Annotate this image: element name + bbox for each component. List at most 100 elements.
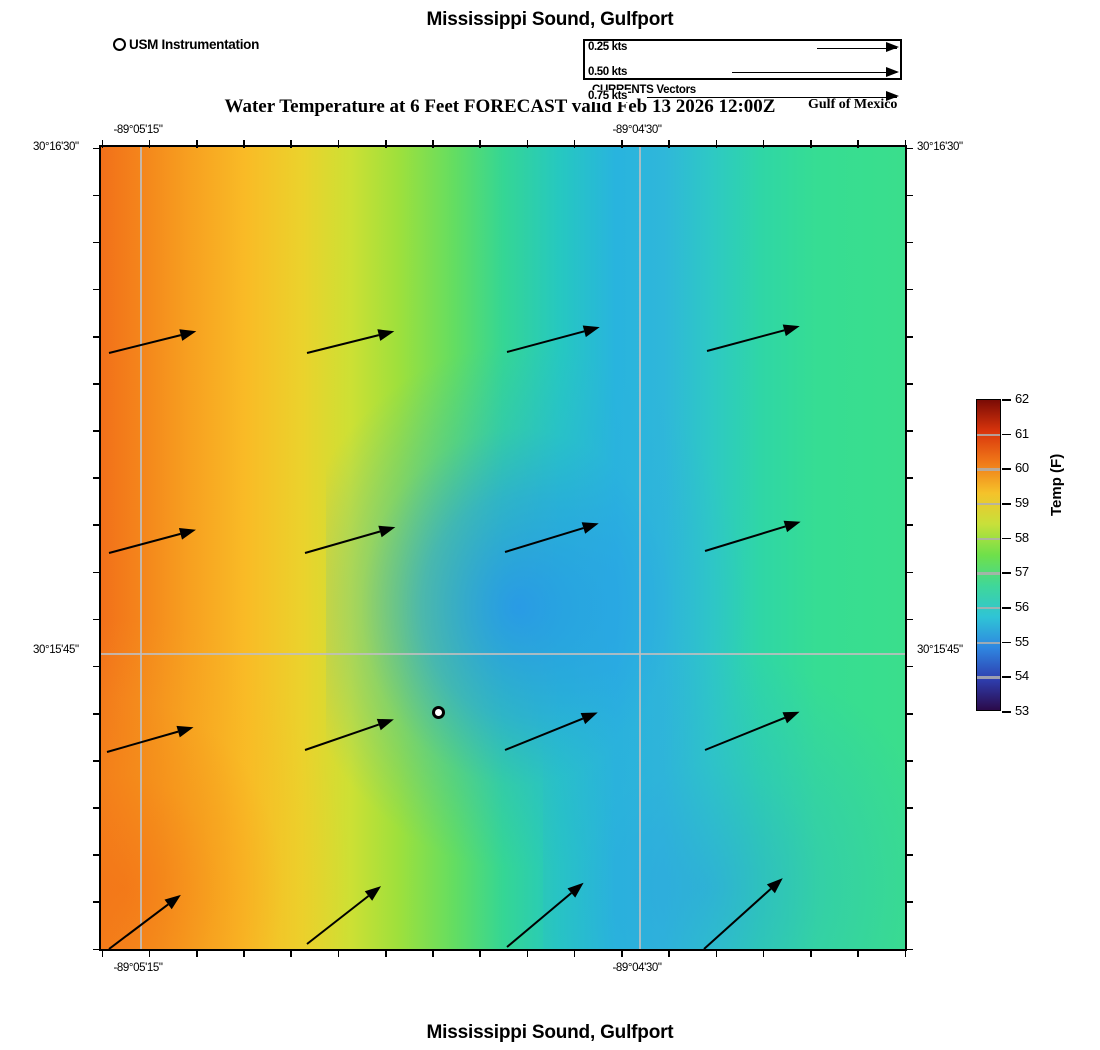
axis-tick-right [904, 383, 913, 385]
axis-tick-bottom [384, 948, 387, 957]
axis-tick-right [904, 665, 913, 668]
colorbar-tick-label: 54 [1015, 668, 1029, 684]
axis-label-right: 30°16'30" [917, 141, 963, 153]
axis-tick-left [92, 854, 101, 856]
currents-scale-label: 0.25 kts [588, 41, 628, 53]
currents-legend-row: 0.25 kts [585, 41, 900, 54]
currents-legend-row: 0.75 kts [585, 90, 900, 103]
axis-tick-bottom [573, 948, 576, 957]
axis-tick-top [762, 139, 765, 148]
cool-southeast-overlay [543, 644, 905, 949]
open-circle-icon [113, 38, 126, 51]
axis-tick-right [904, 335, 913, 338]
axis-label-top: -89°05'15" [113, 124, 163, 136]
axis-label-left: 30°16'30" [33, 141, 79, 153]
colorbar-tick [1002, 503, 1011, 505]
gridline-vertical [140, 147, 142, 949]
axis-tick-left [92, 477, 101, 479]
axis-tick-left [92, 335, 101, 338]
station-marker[interactable] [432, 706, 445, 719]
axis-tick-bottom [101, 948, 104, 957]
axis-tick-right [904, 712, 913, 715]
colorbar-segment-divider [977, 572, 1000, 575]
axis-tick-top [573, 139, 576, 148]
axis-tick-top [101, 139, 104, 148]
currents-scale-label: 0.50 kts [588, 65, 628, 78]
warm-southwest-overlay [101, 588, 471, 949]
axis-tick-left [92, 948, 101, 951]
axis-tick-bottom [243, 948, 245, 957]
axis-tick-left [92, 430, 101, 432]
colorbar-tick-label: 56 [1015, 599, 1029, 614]
currents-arrow-shaft [817, 47, 897, 49]
footer-title: Mississippi Sound, Gulfport [426, 1022, 674, 1043]
temperature-map[interactable] [99, 145, 907, 951]
colorbar-tick-label: 59 [1015, 495, 1029, 510]
axis-tick-bottom [762, 948, 765, 957]
colorbar-segment-divider [977, 641, 1000, 645]
axis-tick-right [904, 524, 913, 527]
axis-tick-right [904, 760, 913, 762]
axis-tick-top [479, 139, 481, 148]
arrow-head-icon [886, 91, 899, 102]
axis-tick-top [195, 139, 198, 148]
currents-scale-label: 0.75 kts [588, 90, 628, 103]
axis-tick-top [337, 139, 340, 148]
colorbar-gradient [977, 400, 1000, 710]
colorbar-tick [1002, 433, 1011, 436]
gridline-horizontal [101, 653, 905, 655]
axis-tick-top [810, 139, 812, 148]
colorbar-tick-label: 60 [1015, 460, 1029, 476]
colorbar-tick-label: 62 [1015, 391, 1029, 406]
forecast-subtitle: Water Temperature at 6 Feet FORECAST val… [224, 96, 776, 117]
axis-tick-top [857, 139, 859, 148]
colorbar-tick-label: 58 [1015, 529, 1029, 545]
axis-tick-left [92, 618, 101, 621]
axis-tick-bottom [526, 948, 529, 957]
axis-tick-left [92, 524, 101, 527]
axis-tick-left [92, 760, 101, 762]
axis-tick-left [92, 571, 101, 574]
axis-tick-bottom [904, 948, 907, 957]
axis-tick-right [904, 241, 913, 244]
colorbar-tick [1002, 607, 1011, 609]
axis-tick-right [904, 477, 913, 479]
colorbar-tick-label: 53 [1015, 703, 1029, 718]
axis-tick-left [92, 194, 101, 197]
axis-tick-bottom [479, 948, 481, 957]
axis-label-right: 30°15'45" [917, 644, 963, 656]
colorbar-tick-label: 61 [1015, 425, 1029, 441]
colorbar-tick [1002, 399, 1011, 401]
axis-label-left: 30°15'45" [33, 644, 79, 656]
axis-tick-left [92, 383, 101, 385]
axis-tick-top [432, 139, 434, 148]
arrow-head-icon [886, 42, 899, 52]
axis-tick-top [243, 139, 245, 148]
colorbar-title: Temp (F) [1048, 453, 1065, 516]
axis-tick-top [715, 139, 718, 148]
gridline-vertical [639, 147, 641, 949]
axis-tick-right [904, 571, 913, 574]
axis-tick-left [92, 241, 101, 244]
temperature-field [101, 147, 905, 949]
axis-tick-top [384, 139, 387, 148]
axis-tick-right [904, 147, 913, 150]
axis-tick-right [904, 194, 913, 197]
currents-legend-row: 0.50 kts [585, 65, 900, 79]
colorbar-tick [1002, 468, 1011, 470]
currents-arrow-shaft [732, 72, 897, 74]
axis-tick-left [92, 147, 101, 150]
axis-label-top: -89°04'30" [612, 124, 662, 136]
colorbar-tick-label: 57 [1015, 564, 1029, 580]
axis-tick-bottom [337, 948, 340, 957]
axis-tick-top [148, 139, 151, 148]
colorbar-segment-divider [977, 676, 1000, 679]
colorbar-segment-divider [977, 537, 1000, 541]
currents-vector-legend: 0.25 kts 0.50 kts 0.75 kts [583, 39, 902, 103]
axis-label-bottom: -89°04'30" [612, 962, 662, 974]
axis-tick-bottom [148, 948, 151, 957]
axis-tick-left [92, 665, 101, 668]
axis-label-bottom: -89°05'15" [113, 962, 163, 974]
axis-tick-top [290, 139, 293, 148]
axis-tick-top [621, 139, 623, 148]
